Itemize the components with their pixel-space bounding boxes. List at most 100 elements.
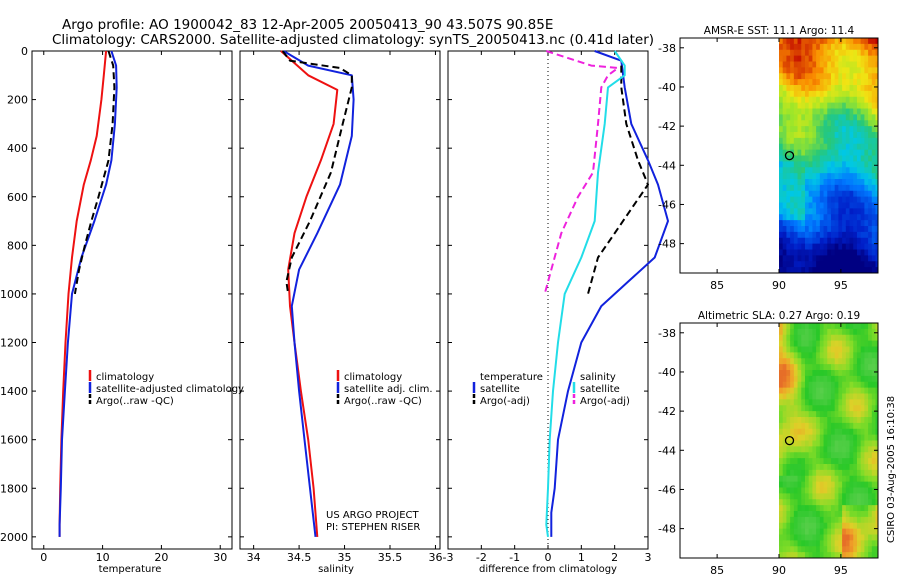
heatmap-cell	[834, 49, 839, 57]
heatmap-cell	[860, 173, 865, 180]
heatmap-cell	[819, 434, 825, 442]
heatmap-cell	[827, 511, 832, 518]
heatmap-cell	[819, 458, 825, 465]
heatmap-cell	[797, 73, 802, 80]
heatmap-cell	[779, 190, 784, 198]
heatmap-cell	[842, 399, 847, 406]
heatmap-cell	[816, 155, 821, 162]
heatmap-cell	[823, 534, 828, 541]
x-tick-label: 34.5	[287, 551, 312, 564]
heatmap-cell	[871, 358, 877, 365]
heatmap-cell	[779, 399, 784, 406]
heatmap-cell	[797, 132, 802, 139]
heatmap-cell	[790, 190, 795, 198]
heatmap-cell	[849, 226, 854, 233]
heatmap-cell	[812, 149, 817, 157]
heatmap-cell	[875, 370, 878, 377]
heatmap-cell	[786, 132, 791, 139]
heatmap-cell	[782, 96, 788, 104]
heatmap-cell	[871, 137, 877, 145]
heatmap-cell	[808, 546, 814, 553]
heatmap-cell	[834, 387, 839, 395]
heatmap-cell	[856, 422, 862, 430]
heatmap-cell	[830, 440, 836, 447]
heatmap-cell	[827, 202, 832, 209]
heatmap-cell	[864, 411, 869, 418]
heatmap-cell	[819, 540, 825, 547]
heatmap-cell	[804, 475, 810, 483]
heatmap-cell	[782, 231, 788, 239]
heatmap-cell	[853, 108, 858, 115]
heatmap-cell	[875, 184, 878, 192]
heatmap-cell	[801, 428, 806, 436]
heatmap-cell	[834, 43, 839, 51]
heatmap-cell	[845, 179, 851, 186]
heatmap-cell	[793, 255, 799, 262]
heatmap-cell	[816, 499, 821, 506]
heatmap-cell	[801, 120, 806, 127]
heatmap-cell	[812, 202, 817, 209]
heatmap-cell	[827, 340, 832, 348]
project-name: US ARGO PROJECT	[326, 510, 420, 521]
heatmap-cell	[808, 481, 814, 489]
heatmap-cell	[834, 38, 839, 45]
heatmap-cell	[860, 370, 865, 377]
heatmap-cell	[860, 405, 865, 412]
heatmap-cell	[834, 202, 839, 209]
heatmap-cell	[845, 231, 851, 239]
heatmap-cell	[816, 352, 821, 359]
heatmap-cell	[868, 558, 872, 564]
heatmap-cell	[808, 143, 814, 151]
heatmap-cell	[797, 534, 802, 541]
heatmap-cell	[864, 237, 869, 245]
heatmap-cell	[812, 196, 817, 204]
heatmap-cell	[827, 487, 832, 494]
heatmap-cell	[827, 155, 832, 162]
heatmap-cell	[860, 428, 865, 436]
heatmap-cell	[868, 528, 873, 536]
heatmap-cell	[827, 73, 832, 80]
heatmap-cell	[860, 516, 865, 524]
heatmap-cell	[856, 458, 862, 465]
heatmap-cell	[875, 179, 878, 186]
heatmap-cell	[819, 79, 825, 86]
heatmap-cell	[864, 405, 869, 412]
heatmap-cell	[790, 393, 795, 400]
heatmap-cell	[875, 61, 878, 68]
heatmap-cell	[823, 428, 828, 436]
heatmap-cell	[842, 167, 847, 174]
heatmap-cell	[868, 417, 873, 424]
heatmap-cell	[793, 323, 799, 330]
heatmap-cell	[816, 132, 821, 139]
heatmap-cell	[819, 399, 825, 406]
heatmap-cell	[871, 452, 877, 459]
heatmap-cell	[850, 558, 854, 564]
heatmap-cell	[797, 516, 802, 524]
heatmap-cell	[842, 120, 847, 127]
heatmap-cell	[819, 161, 825, 168]
heatmap-cell	[793, 399, 799, 406]
heatmap-cell	[804, 464, 810, 471]
heatmap-cell	[834, 446, 839, 453]
heatmap-cell	[868, 340, 873, 348]
heatmap-cell	[823, 323, 828, 330]
heatmap-cell	[793, 493, 799, 500]
heatmap-cell	[786, 90, 791, 98]
heatmap-cell	[797, 85, 802, 92]
heatmap-cell	[860, 522, 865, 530]
temperature-panel-frame	[31, 50, 233, 550]
heatmap-cell	[816, 540, 821, 547]
heatmap-cell	[816, 237, 821, 245]
heatmap-cell	[864, 226, 869, 233]
heatmap-cell	[804, 370, 810, 377]
heatmap-cell	[842, 49, 847, 57]
heatmap-cell	[812, 428, 817, 436]
heatmap-cell	[842, 231, 847, 239]
heatmap-cell	[868, 346, 873, 353]
heatmap-cell	[812, 90, 817, 98]
heatmap-cell	[808, 334, 814, 342]
heatmap-cell	[808, 364, 814, 371]
heatmap-cell	[842, 237, 847, 245]
heatmap-cell	[816, 346, 821, 353]
heatmap-cell	[793, 137, 799, 145]
